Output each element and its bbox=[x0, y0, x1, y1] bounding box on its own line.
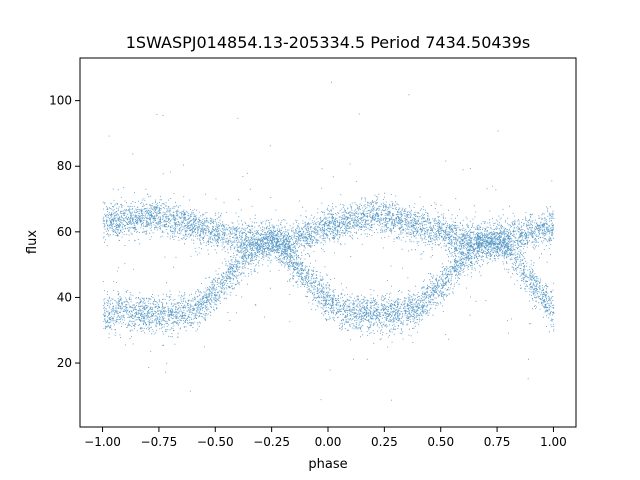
x-tick-label: 0.75 bbox=[484, 435, 511, 449]
x-tick-label: −1.00 bbox=[84, 435, 121, 449]
y-axis-label: flux bbox=[25, 230, 40, 254]
y-tick-label: 40 bbox=[57, 290, 72, 304]
x-axis: −1.00 −0.75 −0.50 −0.25 0.00 0.25 0.50 0.75 1.00 bbox=[84, 427, 567, 449]
x-tick-label: 1.00 bbox=[540, 435, 567, 449]
y-axis: 20 40 60 80 100 bbox=[49, 94, 80, 370]
x-tick-label: 0.00 bbox=[315, 435, 342, 449]
x-tick-label: −0.75 bbox=[141, 435, 178, 449]
y-tick-label: 60 bbox=[57, 225, 72, 239]
y-tick-label: 100 bbox=[49, 94, 72, 108]
x-tick-label: −0.25 bbox=[253, 435, 290, 449]
y-tick-label: 80 bbox=[57, 159, 72, 173]
chart-title: 1SWASPJ014854.13-205334.5 Period 7434.50… bbox=[126, 33, 531, 52]
x-axis-label: phase bbox=[308, 457, 347, 472]
x-tick-label: −0.50 bbox=[197, 435, 234, 449]
y-tick-label: 20 bbox=[57, 356, 72, 370]
x-tick-label: 0.50 bbox=[427, 435, 454, 449]
x-tick-label: 0.25 bbox=[371, 435, 398, 449]
